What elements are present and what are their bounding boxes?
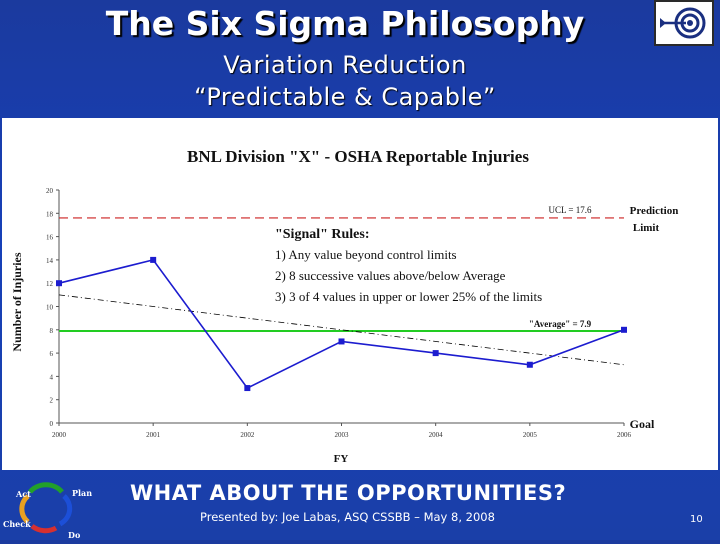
- target-icon: [660, 7, 706, 39]
- target-logo: [654, 0, 714, 46]
- slide-subtitle-2: “Predictable & Capable”: [194, 83, 496, 111]
- cycle-arrows-icon: [19, 482, 73, 534]
- data-point: [56, 280, 62, 287]
- rule-1: 1) Any value beyond control limits: [275, 247, 457, 262]
- cycle-plan-label: Plan: [72, 488, 93, 498]
- limit-label: Limit: [633, 222, 660, 234]
- y-tick-label: 6: [50, 350, 54, 358]
- data-point: [432, 350, 439, 357]
- control-chart: BNL Division "X" - OSHA Reportable Injur…: [10, 147, 679, 465]
- y-axis-label: Number of Injuries: [10, 252, 24, 351]
- chart-title: BNL Division "X" - OSHA Reportable Injur…: [187, 147, 529, 166]
- opportunities-heading: WHAT ABOUT THE OPPORTUNITIES?: [130, 481, 567, 505]
- cycle-act-label: Act: [16, 489, 31, 499]
- x-tick-label: 2005: [523, 431, 538, 439]
- y-tick-label: 18: [46, 210, 54, 218]
- x-tick-label: 2004: [429, 431, 444, 439]
- y-tick-label: 16: [46, 234, 54, 242]
- chart-panel: BNL Division "X" - OSHA Reportable Injur…: [2, 118, 718, 470]
- data-point: [150, 256, 157, 263]
- cycle-check-label: Check: [3, 519, 31, 529]
- x-tick-label: 2003: [335, 431, 350, 439]
- goal-label: Goal: [630, 417, 655, 431]
- data-series: [56, 256, 627, 392]
- prediction-label: Prediction: [630, 205, 679, 217]
- slide-subtitle-1: Variation Reduction: [223, 51, 467, 79]
- y-ticks: 0 2 4 6 8 10 12 14 16 18 20: [46, 187, 59, 428]
- y-tick-label: 4: [50, 373, 54, 381]
- average-label: "Average" = 7.9: [529, 319, 592, 329]
- y-tick-label: 0: [50, 420, 54, 428]
- y-tick-label: 2: [50, 397, 54, 405]
- y-tick-label: 14: [46, 257, 54, 265]
- footer-presenter: Presented by: Joe Labas, ASQ CSSBB – May…: [200, 510, 495, 524]
- pdca-cycle-graphic: Act Plan Check Do: [0, 478, 100, 540]
- y-tick-label: 20: [46, 187, 54, 195]
- page-number: 10: [690, 514, 703, 525]
- x-ticks: 2000 2001 2002 2003 2004 2005 2006: [52, 423, 632, 439]
- rule-3: 3) 3 of 4 values in upper or lower 25% o…: [275, 289, 542, 304]
- trend-line: [58, 294, 625, 366]
- y-tick-label: 12: [46, 280, 54, 288]
- rule-2: 2) 8 successive values above/below Avera…: [275, 268, 506, 283]
- reference-lines: [58, 217, 625, 366]
- x-tick-label: 2002: [240, 431, 255, 439]
- x-tick-label: 2006: [617, 431, 632, 439]
- data-point: [244, 385, 251, 392]
- axes: [58, 190, 624, 424]
- rules-title: "Signal" Rules:: [275, 227, 370, 242]
- data-point: [338, 338, 345, 345]
- slide-title: The Six Sigma Philosophy: [105, 4, 585, 43]
- cycle-do-label: Do: [68, 530, 81, 540]
- data-point: [526, 361, 533, 368]
- y-tick-label: 10: [46, 304, 54, 312]
- x-axis-label: FY: [334, 453, 349, 465]
- y-tick-label: 8: [50, 327, 54, 335]
- data-point: [621, 326, 627, 333]
- ucl-label: UCL = 17.6: [549, 205, 592, 215]
- x-tick-label: 2001: [146, 431, 161, 439]
- x-tick-label: 2000: [52, 431, 67, 439]
